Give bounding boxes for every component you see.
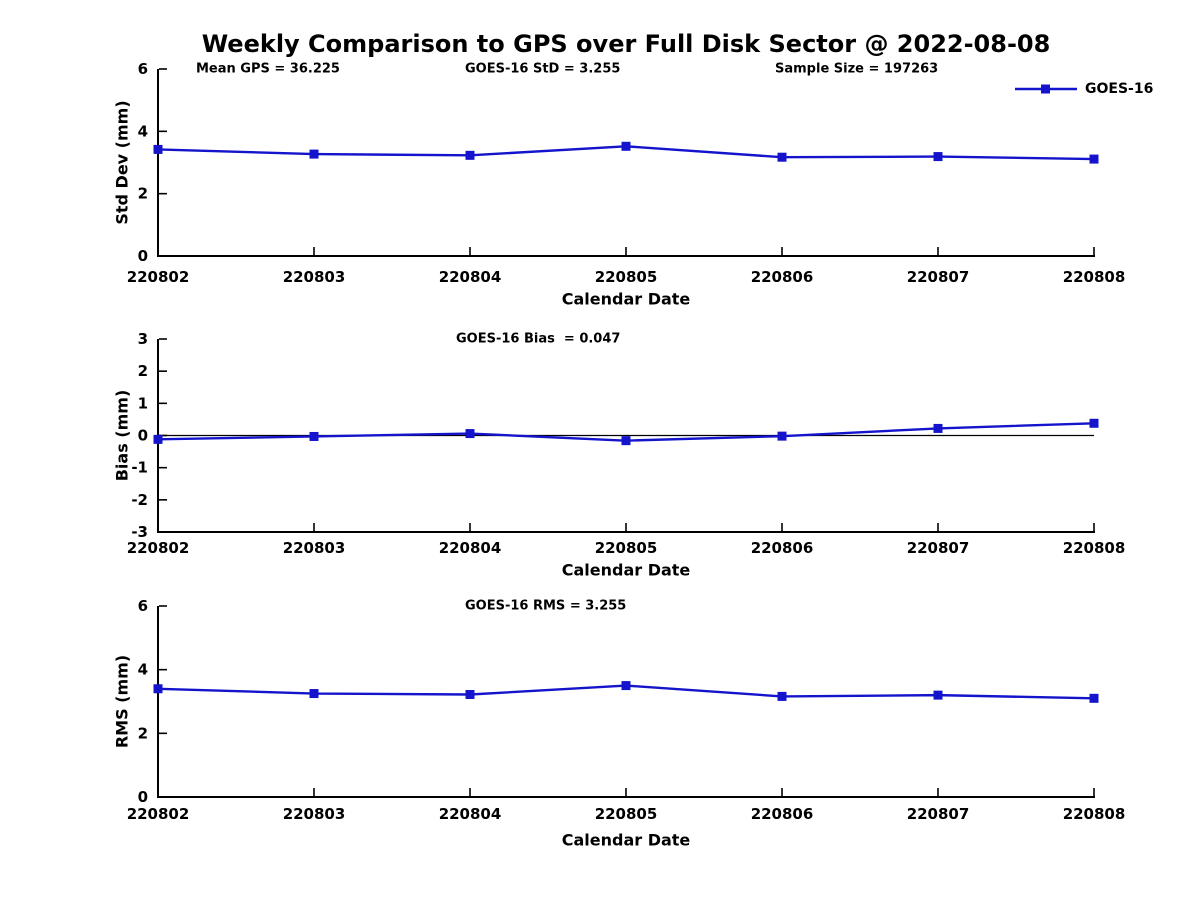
data-point-marker — [777, 431, 787, 441]
x-tick-label: 220804 — [439, 539, 502, 557]
y-axis-label: Bias (mm) — [113, 390, 132, 482]
header-annotation: Mean GPS = 36.225 — [196, 62, 340, 77]
header-annotation: Sample Size = 197263 — [775, 62, 938, 77]
x-tick-label: 220805 — [595, 539, 658, 557]
y-tick-label: 6 — [138, 60, 148, 78]
y-tick-label: 2 — [138, 185, 148, 203]
y-tick-label: 6 — [138, 597, 148, 615]
legend-label: GOES-16 — [1085, 81, 1154, 97]
x-tick-label: 220808 — [1063, 805, 1126, 823]
data-point-marker — [309, 149, 319, 159]
x-tick-label: 220807 — [907, 805, 970, 823]
x-tick-label: 220803 — [283, 805, 346, 823]
data-point-marker — [1089, 693, 1099, 703]
x-tick-label: 220806 — [751, 268, 814, 286]
y-tick-label: 0 — [138, 427, 148, 445]
header-annotation: GOES-16 StD = 3.255 — [465, 62, 620, 77]
data-point-marker — [777, 691, 787, 701]
x-axis-label: Calendar Date — [562, 561, 691, 580]
x-tick-label: 220807 — [907, 268, 970, 286]
x-tick-label: 220806 — [751, 805, 814, 823]
x-axis-label: Calendar Date — [562, 290, 691, 309]
subplot-annotation: GOES-16 RMS = 3.255 — [465, 599, 626, 614]
data-point-marker — [621, 436, 631, 446]
x-tick-label: 220802 — [127, 539, 190, 557]
data-point-marker — [621, 681, 631, 691]
y-tick-label: -1 — [131, 459, 148, 477]
y-tick-label: 2 — [138, 724, 148, 742]
y-axis-label: RMS (mm) — [113, 655, 132, 748]
data-point-marker — [465, 150, 475, 160]
data-point-marker — [1089, 154, 1099, 164]
legend: GOES-16 — [1014, 81, 1154, 97]
data-point-marker — [1089, 418, 1099, 428]
data-point-marker — [777, 152, 787, 162]
y-tick-label: 0 — [138, 788, 148, 806]
y-tick-label: 2 — [138, 362, 148, 380]
x-tick-label: 220805 — [595, 805, 658, 823]
x-tick-label: 220802 — [127, 268, 190, 286]
data-point-marker — [153, 684, 163, 694]
x-tick-label: 220804 — [439, 268, 502, 286]
x-tick-label: 220806 — [751, 539, 814, 557]
data-point-marker — [153, 144, 163, 154]
data-point-marker — [933, 690, 943, 700]
y-tick-label: 4 — [138, 122, 148, 140]
data-point-marker — [153, 434, 163, 444]
y-tick-label: -3 — [131, 523, 148, 541]
subplot-annotation: GOES-16 Bias = 0.047 — [456, 332, 620, 347]
x-tick-label: 220803 — [283, 539, 346, 557]
data-point-marker — [465, 429, 475, 439]
x-tick-label: 220808 — [1063, 268, 1126, 286]
data-point-marker — [933, 423, 943, 433]
data-point-marker — [933, 152, 943, 162]
x-tick-label: 220808 — [1063, 539, 1126, 557]
data-point-marker — [309, 689, 319, 699]
x-tick-label: 220802 — [127, 805, 190, 823]
x-axis-label: Calendar Date — [562, 831, 691, 850]
y-axis-label: Std Dev (mm) — [113, 100, 132, 224]
data-point-marker — [621, 141, 631, 151]
x-tick-label: 220803 — [283, 268, 346, 286]
chart-title: Weekly Comparison to GPS over Full Disk … — [201, 30, 1051, 58]
x-tick-label: 220805 — [595, 268, 658, 286]
legend-line-marker-icon — [1015, 84, 1077, 94]
y-tick-label: 4 — [138, 661, 148, 679]
y-tick-label: 1 — [138, 394, 148, 412]
x-tick-label: 220804 — [439, 805, 502, 823]
data-point-marker — [309, 431, 319, 441]
x-tick-label: 220807 — [907, 539, 970, 557]
y-tick-label: 0 — [138, 247, 148, 265]
y-tick-label: -2 — [131, 491, 148, 509]
y-tick-label: 3 — [138, 330, 148, 348]
data-point-marker — [465, 689, 475, 699]
